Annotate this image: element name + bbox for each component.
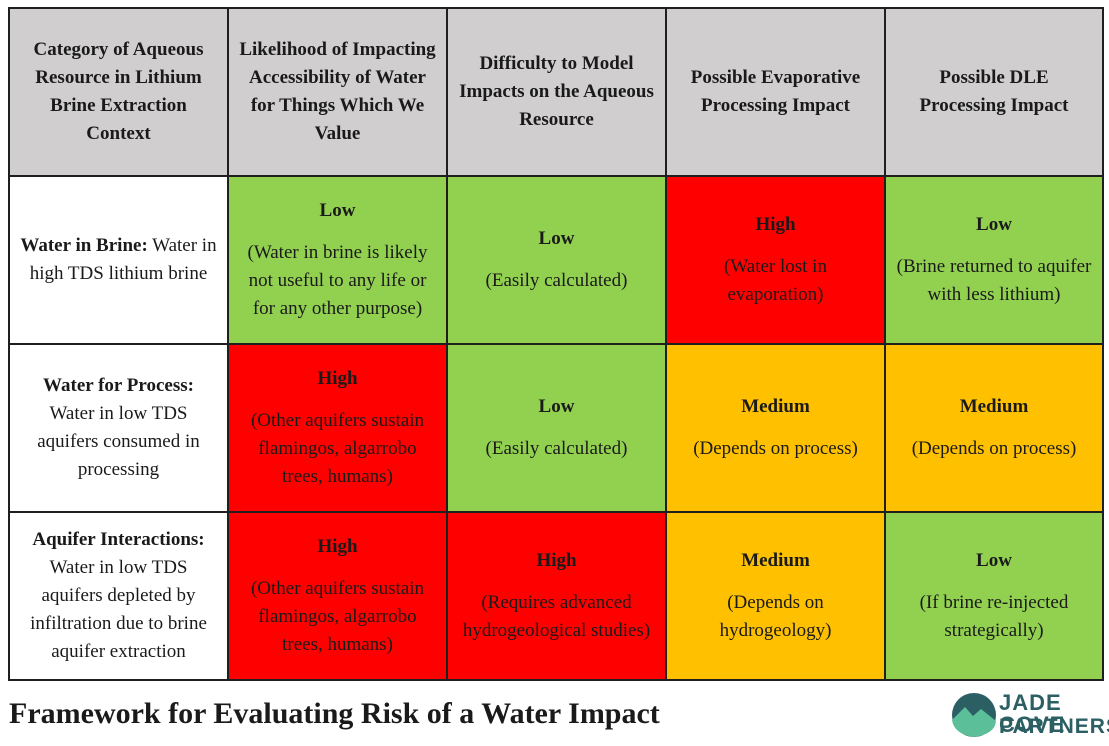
risk-note: (Depends on process) — [693, 438, 858, 459]
table-row: Aquifer Interactions: Water in low TDS aq… — [8, 511, 1104, 681]
cell-likelihood: Low (Water in brine is likely not useful … — [227, 175, 448, 345]
risk-note: (Brine returned to aquifer with less lit… — [896, 256, 1092, 305]
cell-evaporative: Medium (Depends on process) — [665, 343, 886, 513]
row-label: Water for Process: — [43, 375, 194, 396]
logo-line-1: JADE COVE — [999, 690, 1066, 737]
cell-evaporative: High (Water lost in evaporation) — [665, 175, 886, 345]
risk-note: (Easily calculated) — [485, 438, 628, 459]
cell-difficulty: Low (Easily calculated) — [446, 343, 667, 513]
risk-level: Low — [319, 200, 356, 221]
risk-note: (Other aquifers sustain flamingos, algar… — [250, 578, 425, 655]
cell-likelihood: High (Other aquifers sustain flamingos, a… — [227, 511, 448, 681]
row-description: Water in low TDS aquifers consumed in pr… — [37, 403, 200, 480]
risk-level: Low — [538, 228, 575, 249]
row-header-water-for-process: Water for Process: Water in low TDS aquif… — [8, 343, 229, 513]
page-title: Framework for Evaluating Risk of a Water… — [9, 697, 660, 730]
logo-line-2: PARTNERS — [999, 715, 1109, 738]
risk-note: (Easily calculated) — [485, 270, 628, 291]
row-header-water-in-brine: Water in Brine: Water in high TDS lithiu… — [8, 175, 229, 345]
risk-level: High — [317, 368, 358, 389]
risk-note: (Water lost in evaporation) — [724, 256, 827, 305]
row-header-aquifer-interactions: Aquifer Interactions: Water in low TDS aq… — [8, 511, 229, 681]
risk-note: (Depends on hydrogeology) — [719, 592, 832, 641]
risk-level: High — [755, 214, 796, 235]
row-description: Water in high TDS lithium brine — [29, 235, 217, 284]
table-row: Water for Process: Water in low TDS aquif… — [8, 343, 1104, 513]
cell-dle: Medium (Depends on process) — [884, 343, 1104, 513]
header-difficulty: Difficulty to Model Impacts on the Aqueo… — [446, 7, 667, 177]
risk-level: Medium — [741, 396, 810, 417]
risk-level: High — [536, 550, 577, 571]
header-category: Category of Aqueous Resource in Lithium … — [8, 7, 229, 177]
mountain-logo-icon — [952, 693, 996, 737]
row-label: Aquifer Interactions: — [32, 529, 205, 550]
risk-note: (If brine re-injected strategically) — [919, 592, 1069, 641]
risk-level: Low — [538, 396, 575, 417]
header-dle: Possible DLE Processing Impact — [884, 7, 1104, 177]
cell-evaporative: Medium (Depends on hydrogeology) — [665, 511, 886, 681]
row-description: Water in low TDS aquifers depleted by in… — [30, 557, 207, 662]
cell-difficulty: Low (Easily calculated) — [446, 175, 667, 345]
risk-matrix-table: Category of Aqueous Resource in Lithium … — [8, 7, 1104, 681]
risk-note: (Depends on process) — [911, 438, 1077, 459]
risk-level: Low — [976, 550, 1012, 571]
cell-difficulty: High (Requires advanced hydrogeological s… — [446, 511, 667, 681]
cell-dle: Low (If brine re-injected strategically) — [884, 511, 1104, 681]
risk-level: Medium — [741, 550, 810, 571]
header-evaporative: Possible Evaporative Processing Impact — [665, 7, 886, 177]
risk-level: High — [317, 536, 358, 557]
company-logo: JADE COVE PARTNERS — [951, 690, 1109, 740]
header-row: Category of Aqueous Resource in Lithium … — [8, 7, 1104, 177]
risk-level: Low — [976, 214, 1012, 235]
row-label: Water in Brine: — [20, 235, 148, 256]
cell-likelihood: High (Other aquifers sustain flamingos, a… — [227, 343, 448, 513]
risk-note: (Requires advanced hydrogeological studi… — [462, 592, 651, 641]
risk-level: Medium — [959, 396, 1029, 417]
risk-note: (Water in brine is likely not useful to … — [247, 242, 428, 319]
header-likelihood: Likelihood of Impacting Accessibility of… — [227, 7, 448, 177]
risk-note: (Other aquifers sustain flamingos, algar… — [250, 410, 425, 487]
cell-dle: Low (Brine returned to aquifer with less … — [884, 175, 1104, 345]
table-row: Water in Brine: Water in high TDS lithiu… — [8, 175, 1104, 345]
